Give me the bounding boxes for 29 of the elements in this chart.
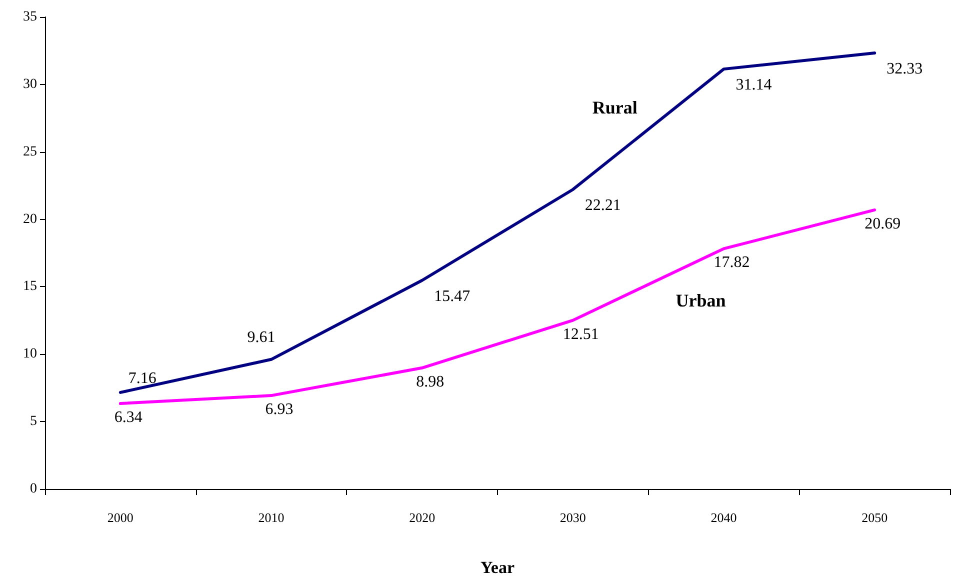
x-tick-label: 2020 [409,510,436,525]
data-label: 31.14 [736,76,772,94]
data-label: 32.33 [886,60,923,78]
x-tick-label: 2040 [710,510,737,525]
data-label: 22.21 [584,196,621,214]
x-axis-title: Year [480,558,515,577]
x-tick-label: 2010 [258,510,284,525]
series-label: Urban [676,290,726,311]
data-label: 6.93 [265,401,294,418]
data-label: 6.34 [114,409,142,426]
y-tick-label: 10 [23,346,37,362]
data-label: 8.98 [416,373,444,390]
data-label: 17.82 [714,254,750,272]
y-tick-label: 35 [23,10,37,24]
data-label: 20.69 [864,215,901,232]
x-tick-label: 2030 [560,510,586,525]
y-tick-label: 15 [23,279,37,294]
y-tick-label: 20 [23,212,37,227]
data-label: 7.16 [128,370,156,387]
data-label: 12.51 [562,326,599,343]
y-tick-label: 0 [30,482,37,496]
y-tick-label: 5 [30,414,37,430]
y-tick-label: 25 [23,144,37,160]
data-label: 15.47 [434,288,470,305]
x-tick-label: 2000 [107,510,134,525]
series-label: Rural [592,97,638,118]
x-tick-label: 2050 [862,510,888,525]
data-label: 9.61 [247,328,276,346]
y-tick-label: 30 [23,76,37,92]
